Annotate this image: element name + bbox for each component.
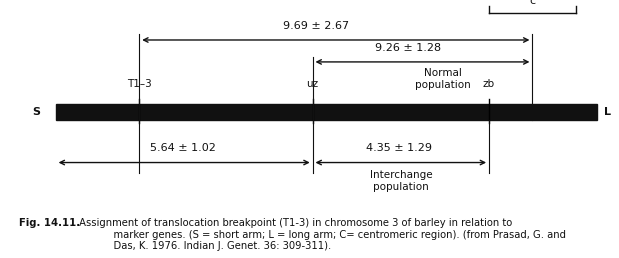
Text: c: c — [529, 0, 535, 6]
Text: Assignment of translocation breakpoint (T1-3) in chromosome 3 of barley in relat: Assignment of translocation breakpoint (… — [76, 218, 566, 251]
Text: T1–3: T1–3 — [127, 79, 152, 89]
Text: L: L — [604, 107, 610, 117]
Text: 5.64 ± 1.02: 5.64 ± 1.02 — [150, 143, 215, 153]
Text: uz: uz — [306, 79, 319, 89]
Text: S: S — [32, 107, 40, 117]
Text: Normal
population: Normal population — [415, 68, 470, 90]
Text: Fig. 14.11.: Fig. 14.11. — [19, 218, 80, 228]
Text: Interchange
population: Interchange population — [370, 170, 433, 192]
Text: zb: zb — [483, 79, 495, 89]
Text: 4.35 ± 1.29: 4.35 ± 1.29 — [366, 143, 432, 153]
FancyBboxPatch shape — [56, 104, 597, 120]
Text: 9.69 ± 2.67: 9.69 ± 2.67 — [283, 21, 348, 31]
Text: 9.26 ± 1.28: 9.26 ± 1.28 — [376, 43, 441, 53]
